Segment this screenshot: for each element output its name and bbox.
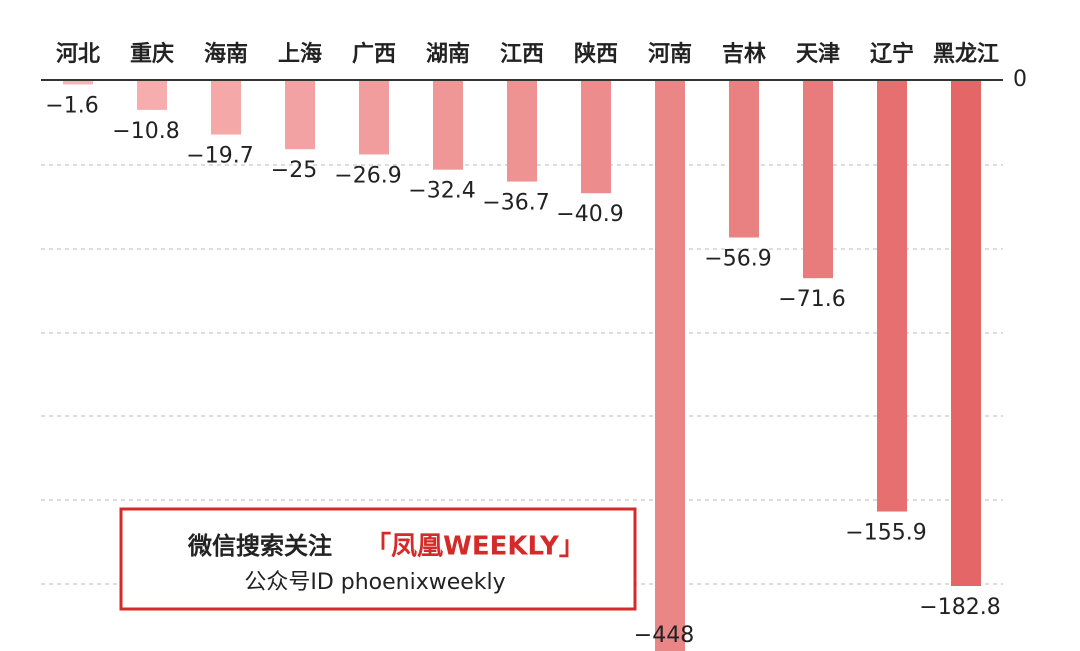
value-label: −32.4 <box>408 179 475 204</box>
value-label: −40.9 <box>556 202 623 227</box>
promo-id: 公众号ID phoenixweekly <box>244 570 505 595</box>
bar <box>507 80 537 182</box>
bar <box>655 80 685 651</box>
x-tick-label: 辽宁 <box>870 41 914 67</box>
value-label: −10.8 <box>112 119 179 144</box>
bar <box>137 80 167 110</box>
value-label: −25 <box>271 158 317 183</box>
promo-brand: 「凤凰WEEKLY」 <box>365 531 585 562</box>
x-tick-label: 黑龙江 <box>933 42 999 67</box>
x-tick-label: 上海 <box>278 41 322 67</box>
bar <box>285 80 315 150</box>
x-tick-label: 河北 <box>56 42 100 67</box>
value-label: −155.9 <box>845 521 926 546</box>
x-tick-label: 海南 <box>204 41 248 67</box>
value-label: −19.7 <box>186 144 253 169</box>
x-tick-label: 江西 <box>500 42 544 67</box>
x-tick-label: 吉林 <box>722 41 766 67</box>
x-tick-label: 广西 <box>352 41 396 67</box>
bar <box>803 80 833 279</box>
bar <box>877 80 907 512</box>
bar <box>951 80 981 586</box>
bar <box>581 80 611 194</box>
x-tick-label: 陕西 <box>574 42 618 67</box>
bars <box>63 80 981 651</box>
x-tick-label: 湖南 <box>426 42 470 67</box>
value-label: −71.6 <box>778 287 845 312</box>
promo-box <box>119 507 637 611</box>
value-label: −182.8 <box>919 595 1000 620</box>
bar <box>63 80 93 85</box>
x-tick-label: 重庆 <box>130 41 174 67</box>
value-label: −1.6 <box>45 93 98 118</box>
promo-text: 微信搜索关注 <box>187 532 332 560</box>
x-tick-label: 河南 <box>648 42 692 67</box>
bar <box>433 80 463 170</box>
value-label: −56.9 <box>704 247 771 272</box>
y-tick-label: 0 <box>1013 67 1027 92</box>
bar <box>359 80 389 155</box>
value-label: −36.7 <box>482 191 549 216</box>
bar <box>729 80 759 238</box>
value-label: −26.9 <box>334 163 401 188</box>
bar <box>211 80 241 135</box>
value-label: −448 <box>634 623 694 648</box>
x-tick-label: 天津 <box>796 41 840 67</box>
